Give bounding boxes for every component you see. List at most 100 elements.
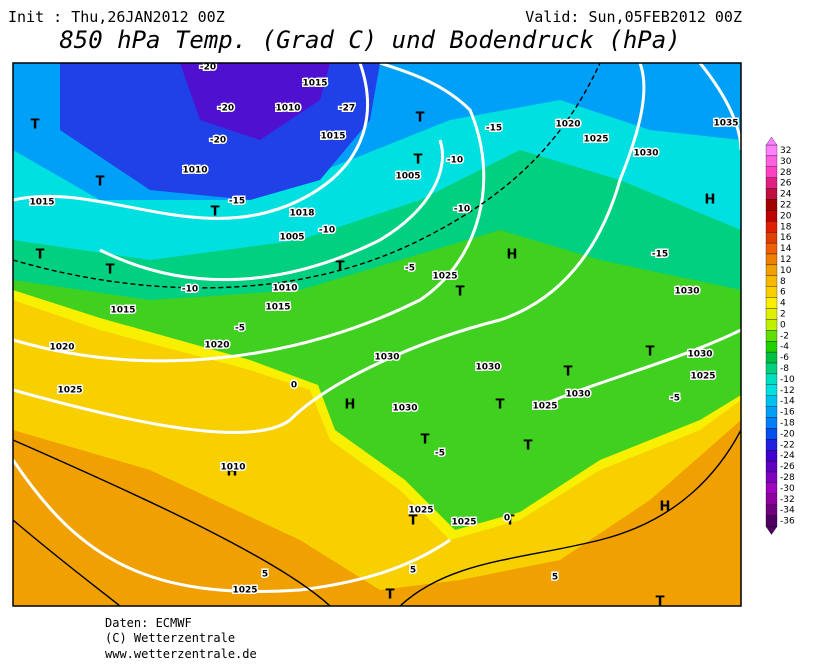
colorbar-label: -26 (780, 462, 795, 472)
colorbar-cell (765, 177, 778, 189)
colorbar-label: -6 (780, 353, 789, 363)
colorbar-cell (765, 232, 778, 244)
map-label: 1030 (674, 287, 699, 297)
init-time: Init : Thu,26JAN2012 00Z (8, 8, 225, 26)
colorbar-label: 28 (780, 168, 792, 178)
colorbar-cell (765, 166, 778, 178)
map-label: H (705, 193, 716, 208)
colorbar-cell (765, 253, 778, 266)
colorbar-cell (765, 188, 778, 200)
colorbar-label: 14 (780, 244, 792, 254)
map-label: -5 (405, 264, 415, 274)
colorbar-cell (765, 351, 778, 364)
colorbar-label: -28 (780, 473, 795, 483)
temp-field (180, 63, 330, 140)
map-label: 1025 (690, 372, 715, 382)
map-label: T (456, 285, 465, 300)
map-label: 1030 (565, 390, 590, 400)
map-label: H (507, 248, 518, 263)
map-label: 5 (552, 573, 558, 583)
map-label: 1005 (279, 233, 304, 243)
colorbar-label: -2 (780, 331, 789, 341)
colorbar-cell (765, 319, 778, 331)
map-label: 0 (504, 514, 510, 524)
colorbar-cell (765, 144, 778, 157)
colorbar-label: -34 (780, 506, 795, 516)
map-label: 1025 (451, 518, 476, 528)
colorbar-cell (765, 330, 778, 342)
map-label: 1025 (57, 386, 82, 396)
map-label: T (211, 205, 220, 220)
colorbar-cell (765, 199, 778, 211)
colorbar-cell (765, 482, 778, 494)
map-label: T (646, 345, 655, 360)
map-label: -10 (182, 285, 198, 295)
colorbar-label: -32 (780, 495, 795, 505)
colorbar-cell (765, 286, 778, 298)
map-label: 1005 (395, 172, 420, 182)
map-label: T (506, 514, 515, 529)
colorbar-label: -4 (780, 342, 789, 352)
map-label: T (106, 263, 115, 278)
colorbar-label: -30 (780, 484, 795, 494)
map-label: 1025 (408, 506, 433, 516)
map-label: T (414, 153, 423, 168)
map-label: 1015 (110, 306, 135, 316)
map-label: 1015 (265, 303, 290, 313)
map-label: 1030 (392, 404, 417, 414)
colorbar-cell (765, 439, 778, 451)
footer-line: (C) Wetterzentrale (105, 631, 235, 645)
colorbar-label: 32 (780, 146, 791, 156)
map: T T T T T T T T T H H T H T T T T H T T … (13, 63, 741, 606)
colorbar-cell (765, 428, 778, 440)
map-label: 1015 (29, 198, 54, 208)
map-label: 1018 (289, 209, 314, 219)
colorbar-label: 8 (780, 277, 786, 287)
footer-line: Daten: ECMWF (105, 616, 192, 630)
map-label: 1030 (475, 363, 500, 373)
colorbar-label: -20 (780, 429, 795, 439)
map-label: -10 (447, 156, 463, 166)
map-label: T (31, 118, 40, 133)
colorbar-label: 24 (780, 190, 792, 200)
map-label: H (345, 398, 356, 413)
colorbar-cell (765, 275, 778, 287)
colorbar-label: 4 (780, 299, 786, 309)
map-label: 1010 (275, 104, 300, 114)
map-label: -5 (235, 324, 245, 334)
map-label: 1030 (633, 149, 658, 159)
map-label: 1010 (220, 463, 245, 473)
colorbar-label: 18 (780, 222, 792, 232)
map-label: -20 (210, 136, 226, 146)
map-label: T (416, 111, 425, 126)
map-title: 850 hPa Temp. (Grad C) und Bodendruck (h… (59, 26, 680, 54)
colorbar-label: -12 (780, 386, 795, 396)
map-label: 1025 (232, 586, 257, 596)
colorbar-label: 6 (780, 288, 786, 298)
colorbar: 32302826242220181614121086420-2-4-6-8-10… (765, 136, 795, 535)
colorbar-label: -36 (780, 517, 795, 527)
map-label: -5 (435, 449, 445, 459)
colorbar-cell (765, 308, 778, 320)
map-label: -27 (339, 104, 355, 114)
map-label: 1020 (555, 120, 580, 130)
map-label: 1030 (687, 350, 712, 360)
map-label: 1015 (320, 132, 345, 142)
colorbar-cell (765, 384, 778, 396)
map-label: -20 (200, 63, 216, 73)
valid-time: Valid: Sun,05FEB2012 00Z (525, 8, 742, 26)
colorbar-cell (765, 471, 778, 484)
map-label: T (524, 439, 533, 454)
colorbar-cell (765, 155, 778, 167)
map-label: -15 (652, 250, 668, 260)
colorbar-label: -18 (780, 418, 795, 428)
map-label: 1020 (49, 343, 74, 353)
colorbar-cell (765, 362, 778, 375)
map-frame (12, 62, 742, 607)
map-label: -10 (319, 226, 335, 236)
colorbar-end (765, 136, 778, 146)
map-label: -20 (218, 104, 234, 114)
colorbar-label: 10 (780, 266, 792, 276)
colorbar-label: 30 (780, 157, 792, 167)
